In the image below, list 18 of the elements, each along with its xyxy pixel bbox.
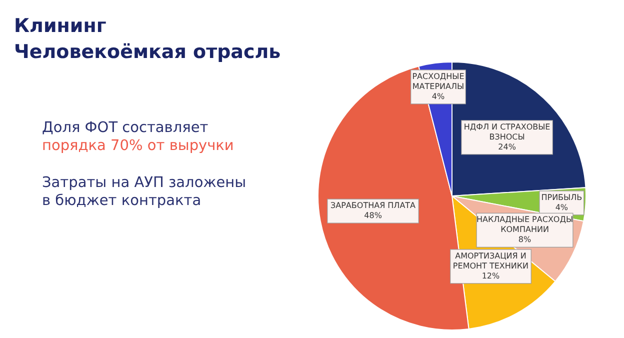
text: порядка 70% от выручки — [42, 138, 234, 154]
data-label: 24% — [498, 142, 516, 152]
text: в бюджет контракта — [42, 193, 202, 209]
text: Доля ФОТ составляет — [42, 120, 209, 136]
slice-label: ЗАРАБОТНАЯ ПЛАТА — [330, 201, 416, 210]
slice-label: НАКЛАДНЫЕ РАСХОДЫ КОМПАНИИ — [476, 215, 574, 234]
data-label: 8% — [518, 235, 532, 244]
text: Затраты на АУП заложены — [42, 175, 246, 191]
data-label: 4% — [555, 202, 568, 212]
slice-label: ПРИБЫЛЬ — [541, 192, 582, 202]
data-label: 4% — [432, 92, 445, 101]
slice-label: РАСХОДНЫЕ МАТЕРИАЛЫ — [412, 72, 464, 91]
text: Клининг — [14, 15, 106, 37]
data-label: 12% — [482, 271, 500, 280]
text: Человекоёмкая отрасль — [14, 41, 281, 63]
data-label: 48% — [364, 211, 382, 220]
slice-label: НДФЛ И СТРАХОВЫЕ ВЗНОСЫ — [464, 122, 550, 142]
slice-label: АМОРТИЗАЦИЯ И РЕМОНТ ТЕХНИКИ — [452, 251, 529, 270]
